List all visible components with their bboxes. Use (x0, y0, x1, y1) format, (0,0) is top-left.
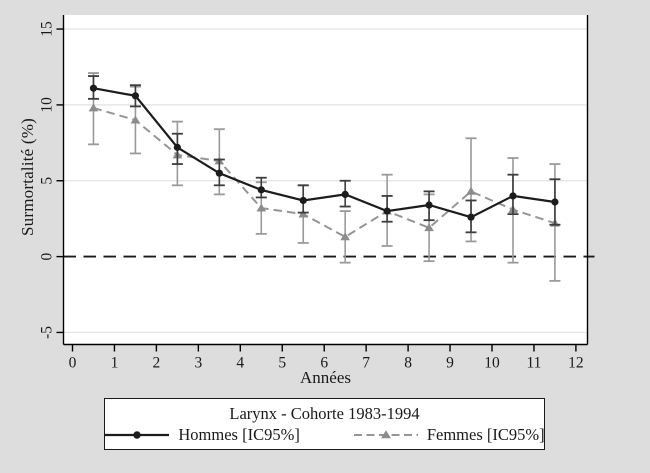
marker-circle (551, 198, 559, 206)
x-tick-label: 8 (404, 355, 412, 372)
y-tick-label: 0 (39, 252, 56, 260)
marker-circle (173, 143, 181, 151)
legend-label-femmes: Femmes [IC95%] (426, 424, 545, 444)
marker-circle (509, 192, 517, 200)
y-axis-title: Surmortalité (%) (18, 118, 37, 236)
x-tick-label: 1 (111, 355, 119, 372)
series-line-hommes (93, 87, 556, 219)
y-tick-label: 15 (39, 21, 56, 37)
marker-circle (299, 196, 307, 205)
legend-entry-hommes: Hommes [IC95%] (104, 424, 300, 446)
legend-title: Larynx - Cohorte 1983-1994 (229, 403, 420, 423)
x-tick-label: 2 (153, 355, 161, 372)
femmes-line-key-icon (353, 429, 418, 438)
x-tick-label: 3 (194, 355, 202, 372)
series-line-femmes (93, 106, 556, 239)
x-tick-label: 10 (484, 355, 500, 372)
marker-circle (467, 213, 475, 221)
y-tick-label: 5 (39, 177, 56, 185)
x-axis-title: Années (300, 368, 351, 387)
marker-triangle (298, 209, 309, 218)
marker-circle (425, 201, 433, 209)
x-tick-label: 6 (320, 355, 328, 372)
marker-circle (257, 186, 265, 194)
x-tick-label: 12 (568, 355, 584, 372)
marker-circle (89, 84, 98, 92)
legend-row: Hommes [IC95%] Femmes [IC95%] (104, 424, 545, 446)
marker-triangle (424, 223, 434, 232)
hommes-line-key-icon (105, 430, 170, 439)
marker-circle (341, 190, 349, 199)
y-tick-label: 10 (39, 97, 56, 113)
marker-triangle (88, 103, 99, 112)
legend-label-hommes: Hommes [IC95%] (178, 424, 300, 444)
marker-triangle (256, 203, 267, 212)
marker-circle (131, 92, 140, 100)
legend: Larynx - Cohorte 1983-1994 Hommes [IC95%… (104, 398, 545, 450)
marker-triangle (340, 232, 350, 241)
x-tick-label: 9 (446, 355, 454, 372)
legend-entry-femmes: Femmes [IC95%] (353, 424, 545, 446)
x-tick-label: 0 (69, 355, 77, 372)
x-tick-label: 5 (278, 355, 286, 372)
x-tick-label: 11 (526, 355, 541, 372)
marker-circle (383, 207, 391, 215)
marker-triangle (130, 115, 141, 124)
plot-area (63, 15, 588, 345)
y-tick-label: -5 (39, 326, 56, 339)
marker-circle (215, 169, 223, 177)
x-tick-label: 7 (362, 355, 370, 372)
marker-triangle (466, 186, 476, 195)
x-tick-label: 4 (236, 355, 244, 372)
